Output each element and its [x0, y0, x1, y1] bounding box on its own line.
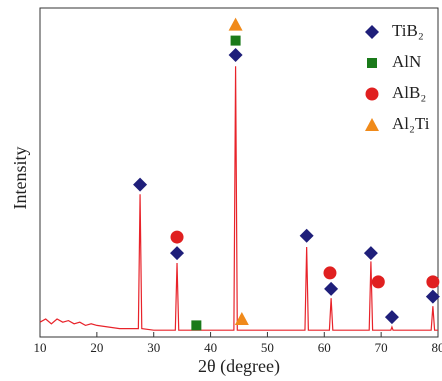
- marker-square: [191, 320, 202, 331]
- marker-triangle: [234, 312, 249, 325]
- marker-square: [230, 35, 241, 46]
- legend-marker: [367, 58, 377, 68]
- marker-circle: [426, 275, 440, 289]
- legend-marker: [365, 118, 379, 131]
- marker-diamond: [384, 310, 399, 325]
- x-tick-label: 20: [90, 340, 103, 355]
- marker-diamond: [299, 228, 314, 243]
- marker-diamond: [425, 289, 440, 304]
- marker-triangle: [228, 17, 243, 31]
- legend-marker: [365, 87, 379, 101]
- legend-label: AlB₂: [392, 83, 426, 102]
- x-tick-label: 10: [34, 340, 47, 355]
- marker-diamond: [324, 281, 339, 296]
- legend-label: Al₂Ti: [392, 114, 430, 133]
- y-axis-label: Intensity: [10, 147, 30, 210]
- marker-diamond: [228, 48, 243, 62]
- legend-marker: [365, 25, 379, 39]
- marker-circle: [170, 230, 184, 244]
- marker-diamond: [133, 177, 148, 192]
- legend-label: TiB₂: [392, 21, 424, 40]
- marker-diamond: [363, 246, 378, 261]
- x-tick-label: 40: [204, 340, 217, 355]
- x-tick-label: 50: [261, 340, 274, 355]
- x-tick-label: 30: [147, 340, 160, 355]
- x-tick-label: 80: [432, 340, 442, 355]
- marker-circle: [371, 275, 385, 289]
- xrd-pattern: [39, 66, 438, 331]
- x-tick-label: 60: [318, 340, 331, 355]
- legend-label: AlN: [392, 52, 421, 71]
- marker-circle: [323, 266, 337, 280]
- x-tick-label: 70: [375, 340, 388, 355]
- plot-frame: [39, 7, 439, 338]
- x-axis-label: 2θ (degree): [198, 356, 280, 377]
- marker-diamond: [170, 246, 185, 261]
